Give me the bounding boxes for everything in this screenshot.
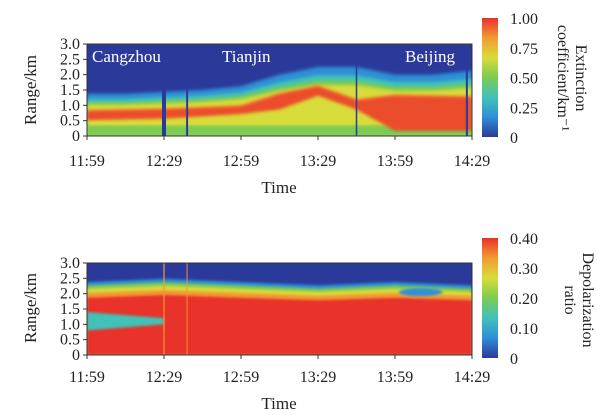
x-tick-label: 13:29	[300, 369, 336, 386]
extinction-heatmap	[87, 44, 472, 136]
y-tick-label: 1.5	[60, 301, 80, 318]
y-tick-label: 3.0	[60, 36, 80, 53]
x-tick-label: 11:59	[69, 153, 105, 170]
y-tick-label: 1.0	[60, 316, 80, 333]
y-tick-label: 2.5	[60, 270, 80, 287]
extinction-colorbar	[482, 18, 498, 137]
depolarization-x-ticks: 11:59 12:29 12:59 13:29 13:59 14:29	[69, 355, 490, 386]
extinction-y-axis-label: Range/km	[21, 55, 40, 125]
x-tick-label: 12:59	[223, 369, 259, 386]
x-tick-label: 14:29	[454, 369, 490, 386]
colorbar-tick-label: 0.25	[510, 100, 538, 117]
depolarization-panel: 00.51.01.52.02.53.0 11:59 12:29 12:59 13:29…	[21, 231, 596, 413]
x-tick-label: 13:59	[377, 369, 413, 386]
annotation-beijing: Beijing	[405, 47, 456, 66]
annotation-tianjin: Tianjin	[222, 47, 271, 66]
extinction-x-axis-label: Time	[261, 178, 296, 197]
colorbar-tick-label: 0	[510, 130, 518, 147]
x-tick-label: 13:29	[300, 153, 336, 170]
x-tick-label: 14:29	[454, 153, 490, 170]
y-tick-label: 0.5	[60, 113, 80, 130]
heatmap-low-ratio-pocket	[87, 312, 164, 331]
data-gap-stripe	[186, 44, 189, 136]
x-tick-label: 12:59	[223, 153, 259, 170]
y-tick-label: 2.0	[60, 67, 80, 84]
data-gap-stripe	[163, 263, 165, 355]
depolarization-y-axis-label: Range/km	[21, 273, 40, 343]
y-tick-label: 1.5	[60, 82, 80, 99]
y-tick-label: 2.5	[60, 51, 80, 68]
y-tick-label: 3.0	[60, 255, 80, 272]
data-gap-stripe	[186, 263, 188, 355]
heatmap-cloud-patch	[398, 288, 443, 297]
colorbar-tick-label: 0.50	[510, 71, 538, 88]
depolarization-colorbar-ticks: 0.40 0.30 0.20 0.10 0	[510, 231, 538, 368]
depolarization-colorbar	[482, 238, 498, 358]
extinction-colorbar-label-line2: coefficient/km⁻¹	[554, 25, 571, 131]
extinction-x-ticks: 11:59 12:29 12:59 13:29 13:59 14:29	[69, 136, 490, 170]
depolarization-y-ticks: 00.51.01.52.02.53.0	[60, 255, 87, 364]
y-tick-label: 0	[72, 128, 80, 145]
heatmap-core-peak	[87, 86, 472, 131]
extinction-y-ticks: 00.51.01.52.02.53.0	[60, 36, 87, 145]
annotation-cangzhou: Cangzhou	[92, 47, 161, 66]
colorbar-tick-label: 1.00	[510, 11, 538, 28]
colorbar-tick-label: 0.75	[510, 41, 538, 58]
colorbar-tick-label: 0	[510, 351, 518, 368]
y-tick-label: 1.0	[60, 97, 80, 114]
data-gap-stripe	[465, 44, 468, 136]
heatmap-surface-layer	[87, 125, 472, 136]
colorbar-tick-label: 0.40	[510, 231, 538, 248]
depolarization-x-axis-label: Time	[261, 394, 296, 413]
extinction-panel: 00.51.01.52.02.53.0 11:59 12:29 12:59 13:29…	[21, 11, 589, 197]
depolarization-heatmap	[87, 263, 472, 355]
depolarization-colorbar-label-line2: ratio	[561, 285, 578, 314]
data-gap-stripe	[355, 44, 358, 136]
depolarization-colorbar-label-line1: Depolarization	[579, 252, 596, 347]
extinction-colorbar-ticks: 1.00 0.75 0.50 0.25 0	[510, 11, 538, 147]
y-tick-label: 0	[72, 347, 80, 364]
colorbar-tick-label: 0.10	[510, 321, 538, 338]
y-tick-label: 2.0	[60, 286, 80, 303]
x-tick-label: 11:59	[69, 369, 105, 386]
x-tick-label: 12:29	[146, 153, 182, 170]
heatmap-band-4	[87, 295, 472, 355]
x-tick-label: 13:59	[377, 153, 413, 170]
extinction-colorbar-label-line1: Extinction	[572, 45, 589, 112]
x-tick-label: 12:29	[146, 369, 182, 386]
colorbar-tick-label: 0.30	[510, 261, 538, 278]
colorbar-tick-label: 0.20	[510, 291, 538, 308]
y-tick-label: 0.5	[60, 332, 80, 349]
data-gap-stripe	[162, 44, 166, 136]
